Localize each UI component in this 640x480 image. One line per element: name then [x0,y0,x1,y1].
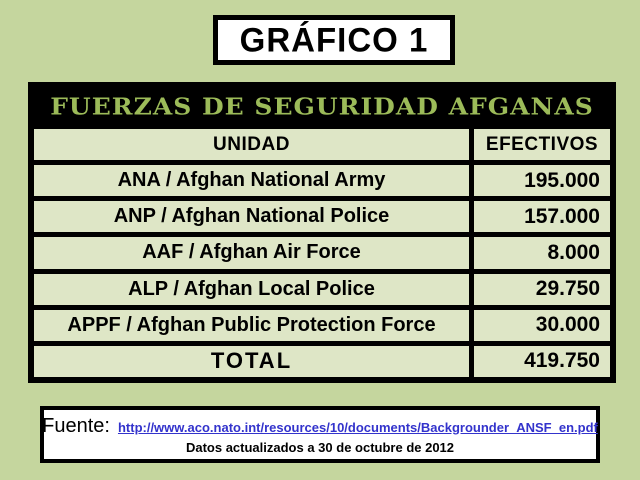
table-row-aaf-value: 8.000 [474,237,610,269]
table-row-anp-value: 157.000 [474,201,610,233]
column-header-efectivos: EFECTIVOS [474,129,610,161]
table-title-band: FUERZAS DE SEGURIDAD AFGANAS [34,88,610,124]
column-header-unidad: UNIDAD [34,129,469,161]
table-row-alp-value: 29.750 [474,273,610,305]
source-box: Fuente: http://www.aco.nato.int/resource… [40,406,600,463]
table-row-ana-value: 195.000 [474,165,610,197]
source-label: Fuente: [42,414,110,437]
source-url-link[interactable]: http://www.aco.nato.int/resources/10/doc… [117,419,598,435]
table-total-value: 419.750 [474,345,610,377]
table-title: FUERZAS DE SEGURIDAD AFGANAS [50,92,594,120]
slide-title: GRÁFICO 1 [239,20,429,59]
table-total-label: TOTAL [34,345,469,377]
source-line: Fuente: http://www.aco.nato.int/resource… [42,415,598,438]
source-update-note: Datos actualizados a 30 de octubre de 20… [185,439,455,455]
table-row-appf-unit: APPF / Afghan Public Protection Force [34,309,469,341]
table-row-appf-value: 30.000 [474,309,610,341]
table-row-ana-unit: ANA / Afghan National Army [34,165,469,197]
table-grid: UNIDAD EFECTIVOS ANA / Afghan National A… [34,129,610,377]
table-row-alp-unit: ALP / Afghan Local Police [34,273,469,305]
slide-title-box: GRÁFICO 1 [213,15,455,65]
security-forces-table: FUERZAS DE SEGURIDAD AFGANAS UNIDAD EFEC… [28,82,616,383]
table-row-aaf-unit: AAF / Afghan Air Force [34,237,469,269]
table-row-anp-unit: ANP / Afghan National Police [34,201,469,233]
